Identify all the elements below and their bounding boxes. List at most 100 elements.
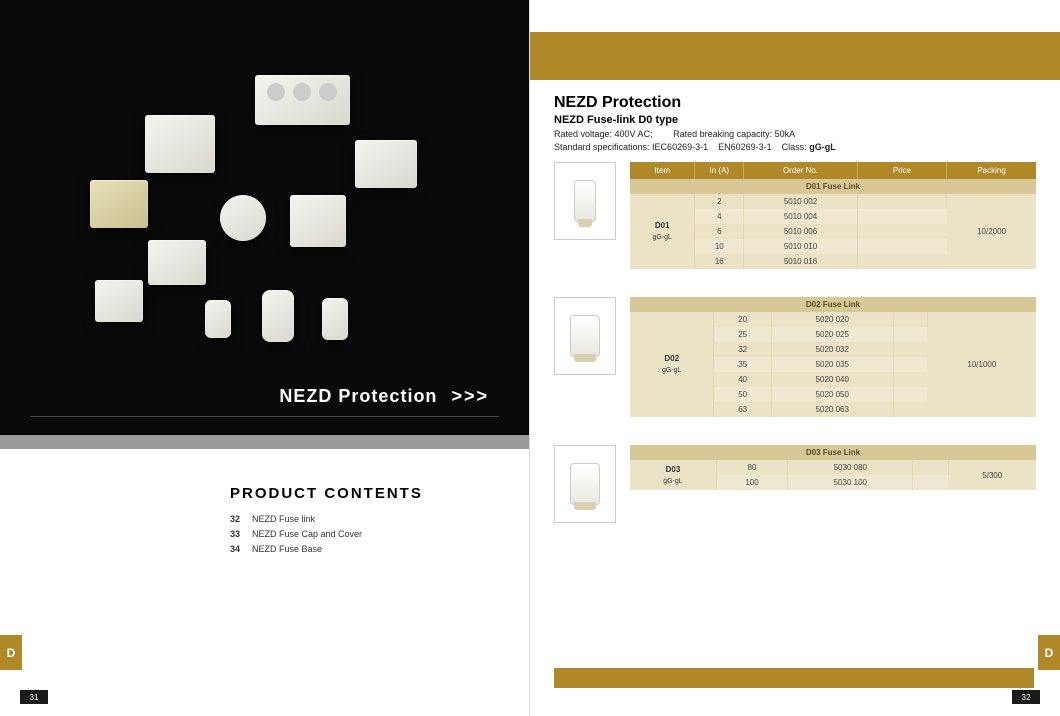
order-cell: 5030 100 [788,475,913,490]
contents-page-num: 34 [230,544,252,554]
product-shape [290,195,346,247]
contents-item-title: NEZD Fuse Base [252,544,322,554]
table-wrap: D02 Fuse LinkD02gG-gL205020 02010/100025… [630,297,1036,417]
spec-line-1: Rated voltage: 400V AC; Rated breaking c… [554,129,1036,139]
packing-cell: 5/300 [948,460,1036,490]
section-tab-left: D [0,635,22,670]
price-cell [893,312,927,327]
contents-list: 32NEZD Fuse link 33NEZD Fuse Cap and Cove… [230,514,423,554]
spec-line-2: Standard specifications: IEC60269-3-1 EN… [554,142,1036,152]
table-subhead: D03 Fuse Link [630,445,1036,460]
spec-standard-a: Standard specifications: IEC60269-3-1 [554,142,708,152]
table-row: D01gG-gL25010 00210/2000 [630,194,1036,209]
section-title: NEZD Protection [554,94,1036,112]
catalog-spread: NEZD Protection >>> PRODUCT CONTENTS 32N… [0,0,1060,716]
spec-class-value: gG-gL [809,142,836,152]
contents-title: PRODUCT CONTENTS [230,485,423,502]
hero-arrows: >>> [451,386,489,406]
contents-item-title: NEZD Fuse link [252,514,315,524]
table-wrap: D03 Fuse LinkD03gG-gL805030 0805/3001005… [630,445,1036,523]
section-tab-right: D [1038,635,1060,670]
in-cell: 25 [714,327,772,342]
spec-table: D02 Fuse LinkD02gG-gL205020 02010/100025… [630,297,1036,417]
order-cell: 5020 025 [771,327,893,342]
table-row: D03gG-gL805030 0805/300 [630,460,1036,475]
price-cell [857,194,946,209]
contents-page-num: 32 [230,514,252,524]
table-header: In (A) [695,162,744,179]
order-cell: 5020 050 [771,387,893,402]
hero-title-text: NEZD Protection [279,386,437,406]
spec-table: D03 Fuse LinkD03gG-gL805030 0805/3001005… [630,445,1036,490]
order-cell: 5010 010 [744,239,858,254]
section-header: NEZD Protection NEZD Fuse-link D0 type R… [530,80,1060,152]
packing-cell: 10/2000 [947,194,1036,269]
order-cell: 5020 035 [771,357,893,372]
order-cell: 5010 004 [744,209,858,224]
order-cell: 5020 020 [771,312,893,327]
table-block: D02 Fuse LinkD02gG-gL205020 02010/100025… [554,297,1036,417]
spec-table: ItemIn (A)Order No.PricePackingD01 Fuse … [630,162,1036,269]
order-cell: 5020 063 [771,402,893,417]
product-shape [322,298,348,340]
table-header: Price [857,162,946,179]
product-shape [255,75,350,125]
price-cell [893,342,927,357]
section-subtitle: NEZD Fuse-link D0 type [554,114,1036,126]
contents-page-num: 33 [230,529,252,539]
table-wrap: ItemIn (A)Order No.PricePackingD01 Fuse … [630,162,1036,269]
hero-divider [30,416,499,417]
product-shape [205,300,231,338]
order-cell: 5020 040 [771,372,893,387]
price-cell [893,402,927,417]
order-cell: 5020 032 [771,342,893,357]
table-header: Packing [947,162,1036,179]
price-cell [857,239,946,254]
product-contents: PRODUCT CONTENTS 32NEZD Fuse link33NEZD … [230,485,423,559]
price-cell [857,209,946,224]
table-header: Order No. [744,162,858,179]
order-cell: 5010 016 [744,254,858,269]
footer-gold-bar [554,668,1034,688]
order-cell: 5010 002 [744,194,858,209]
in-cell: 16 [695,254,744,269]
product-shape [148,240,206,285]
fuse-icon [570,315,600,357]
spec-breaking: Rated breaking capacity: 50kA [673,129,795,139]
price-cell [857,254,946,269]
in-cell: 10 [695,239,744,254]
contents-item: 33NEZD Fuse Cap and Cover [230,529,423,539]
in-cell: 50 [714,387,772,402]
page-number-right: 32 [1012,690,1040,704]
table-subhead: D01 Fuse Link [630,179,1036,194]
tables-host: ItemIn (A)Order No.PricePackingD01 Fuse … [530,162,1060,523]
in-cell: 2 [695,194,744,209]
spec-voltage: Rated voltage: 400V AC; [554,129,653,139]
contents-item: 32NEZD Fuse link [230,514,423,524]
fuse-icon [570,463,600,505]
in-cell: 4 [695,209,744,224]
in-cell: 6 [695,224,744,239]
table-block: ItemIn (A)Order No.PricePackingD01 Fuse … [554,162,1036,269]
order-cell: 5030 080 [788,460,913,475]
fuse-thumbnail [554,297,616,375]
spec-class-label: Class: [782,142,807,152]
product-shape [95,280,143,322]
table-header: Item [630,162,695,179]
product-shape [262,290,294,342]
header-gold-bar [530,32,1060,80]
hero-grey-strip [0,435,529,449]
packing-cell: 10/1000 [927,312,1036,417]
table-subhead: D02 Fuse Link [630,297,1036,312]
hero-title: NEZD Protection >>> [279,386,489,407]
order-cell: 5010 006 [744,224,858,239]
page-number-left: 31 [20,690,48,704]
price-cell [893,372,927,387]
in-cell: 63 [714,402,772,417]
price-cell [893,357,927,372]
item-cell: D03gG-gL [630,460,716,490]
left-page: NEZD Protection >>> PRODUCT CONTENTS 32N… [0,0,530,716]
in-cell: 32 [714,342,772,357]
price-cell [913,475,948,490]
table-row: D02gG-gL205020 02010/1000 [630,312,1036,327]
